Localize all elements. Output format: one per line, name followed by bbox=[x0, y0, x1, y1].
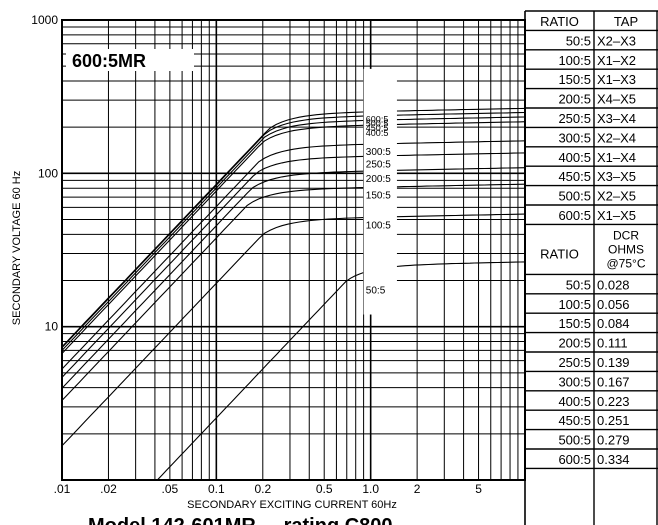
table-cell: 0.167 bbox=[597, 374, 630, 389]
curve-100-5 bbox=[61, 213, 526, 447]
model-rating: Model 142-601MR rating C800 bbox=[88, 515, 393, 525]
table-cell: RATIO bbox=[540, 246, 579, 261]
table-cell: 200:5 bbox=[558, 92, 591, 107]
curve-300-5 bbox=[61, 140, 526, 370]
plot-frame bbox=[61, 19, 526, 481]
axes: .01 .02 .05 0.1 0.2 0.5 1.0 2 5 10 100 1000 bbox=[31, 13, 482, 496]
curve-label: 300:5 bbox=[366, 147, 391, 158]
table-cell: 400:5 bbox=[558, 394, 591, 409]
table-cell: 300:5 bbox=[558, 130, 591, 145]
table-cell: 250:5 bbox=[558, 355, 591, 370]
table-cell: X2–X3 bbox=[597, 33, 636, 48]
x-tick-label: 0.2 bbox=[254, 482, 271, 496]
table-cell: 150:5 bbox=[558, 316, 591, 331]
curve-250-5 bbox=[61, 152, 526, 378]
title-box bbox=[66, 49, 194, 71]
table-cell: RATIO bbox=[540, 14, 579, 29]
curve-600-5 bbox=[61, 107, 526, 348]
y-tick-label: 1000 bbox=[31, 13, 58, 27]
table-cell: 0.334 bbox=[597, 452, 630, 467]
table-cell: X1–X4 bbox=[597, 150, 636, 165]
curve-label: 100:5 bbox=[366, 220, 391, 231]
y-tick-label: 10 bbox=[45, 320, 59, 334]
table-cell: 500:5 bbox=[558, 433, 591, 448]
table-cell: 600:5 bbox=[558, 452, 591, 467]
table-cell: X1–X5 bbox=[597, 208, 636, 223]
table-cell: @75°C bbox=[607, 256, 646, 270]
table-cell: 450:5 bbox=[558, 413, 591, 428]
table-cell: 150:5 bbox=[558, 72, 591, 87]
curve-150-5 bbox=[61, 183, 526, 401]
table-cell: TAP bbox=[614, 14, 638, 29]
x-tick-label: 0.5 bbox=[316, 482, 333, 496]
table-cell: 0.139 bbox=[597, 355, 630, 370]
curve-400-5 bbox=[61, 121, 526, 354]
table-cell: 50:5 bbox=[566, 33, 591, 48]
table-cell: 0.223 bbox=[597, 394, 630, 409]
table-cell: OHMS bbox=[608, 242, 644, 256]
curve-200-5 bbox=[61, 167, 526, 389]
table-cell: X3–X5 bbox=[597, 169, 636, 184]
table-cell: 0.056 bbox=[597, 297, 630, 312]
table-cell: 0.084 bbox=[597, 316, 630, 331]
curve-label: 150:5 bbox=[366, 191, 391, 202]
table-cell: 0.111 bbox=[597, 336, 628, 351]
curve-label: 600:5 bbox=[366, 114, 389, 124]
table-cell: X1–X2 bbox=[597, 53, 636, 68]
table-cell: 0.279 bbox=[597, 433, 630, 448]
table-cell: 500:5 bbox=[558, 189, 591, 204]
table-cell: 50:5 bbox=[566, 277, 591, 292]
x-tick-label: 5 bbox=[475, 482, 482, 496]
chart-title: 600:5MR bbox=[72, 51, 146, 71]
table-cell: 100:5 bbox=[558, 297, 591, 312]
curve-label: 500:5 bbox=[366, 119, 389, 129]
table-cell: 100:5 bbox=[558, 53, 591, 68]
x-tick-label: 2 bbox=[414, 482, 421, 496]
curve-50-5 bbox=[156, 261, 526, 481]
table-cell: 0.251 bbox=[597, 413, 630, 428]
x-tick-label: .01 bbox=[54, 482, 71, 496]
table-cell: 250:5 bbox=[558, 111, 591, 126]
y-tick-label: 100 bbox=[38, 166, 58, 180]
table-cell: X1–X3 bbox=[597, 72, 636, 87]
table-cell: 0.028 bbox=[597, 277, 630, 292]
curve-label: 450:5 bbox=[366, 123, 389, 133]
table-cell: 400:5 bbox=[558, 150, 591, 165]
x-tick-label: .02 bbox=[100, 482, 117, 496]
curve-label: 400:5 bbox=[366, 128, 389, 138]
table-cell: 200:5 bbox=[558, 336, 591, 351]
table-cell: X4–X5 bbox=[597, 92, 636, 107]
curve-500-5 bbox=[61, 111, 526, 348]
curve-label: 250:5 bbox=[366, 159, 391, 170]
x-axis-label: SECONDARY EXCITING CURRENT 60Hz bbox=[187, 499, 397, 511]
label-column-mask bbox=[363, 68, 397, 315]
data-tables: RATIO TAP 50:5 X2–X3 100:5 X1–X2 150:5 X1–X3 200… bbox=[524, 10, 658, 525]
table-cell: X2–X5 bbox=[597, 189, 636, 204]
table-cell: 450:5 bbox=[558, 169, 591, 184]
curves bbox=[61, 107, 526, 481]
table-cell: 300:5 bbox=[558, 374, 591, 389]
grid bbox=[61, 20, 525, 481]
curve-label: 50:5 bbox=[366, 285, 386, 296]
table-cell: X2–X4 bbox=[597, 130, 636, 145]
table-cell: DCR bbox=[613, 228, 639, 242]
x-tick-label: 0.1 bbox=[208, 482, 225, 496]
table-background bbox=[525, 10, 658, 525]
x-tick-label: .05 bbox=[162, 482, 179, 496]
x-tick-label: 1.0 bbox=[362, 482, 379, 496]
curve-label: 200:5 bbox=[366, 174, 391, 185]
footer-mask bbox=[80, 511, 520, 525]
table-cell: X3–X4 bbox=[597, 111, 636, 126]
table-cell: 600:5 bbox=[558, 208, 591, 223]
y-axis-label: SECONDARY VOLTAGE 60 Hz bbox=[11, 171, 23, 325]
curve-450-5 bbox=[61, 116, 526, 351]
